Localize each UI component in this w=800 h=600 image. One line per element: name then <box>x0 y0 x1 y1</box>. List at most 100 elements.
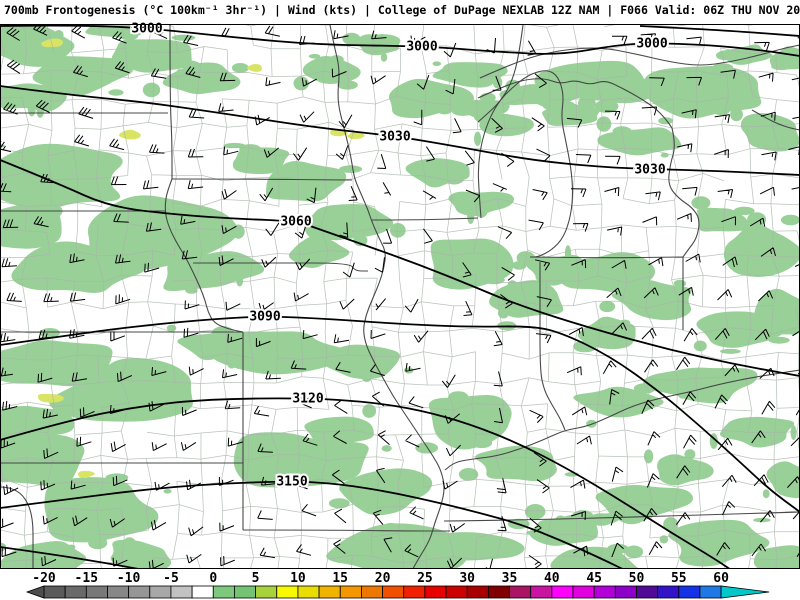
colorbar-segment <box>276 585 299 599</box>
state-border <box>444 369 799 471</box>
frontogenesis-speckle <box>744 233 762 245</box>
frontogenesis-speckle <box>389 223 406 238</box>
frontogenesis-speckle <box>53 54 61 67</box>
frontogenesis-speckle <box>624 545 644 559</box>
colorbar-tick-label: 0 <box>209 571 217 586</box>
frontogenesis-speckle <box>730 107 743 122</box>
frontogenesis-speckle <box>664 299 678 313</box>
frontogenesis-area <box>326 523 468 568</box>
height-contour-3090 <box>1 315 799 513</box>
frontogenesis-area <box>428 394 512 450</box>
frontogenesis-speckle <box>448 391 469 404</box>
state-border <box>169 25 173 179</box>
colorbar-segment <box>530 585 553 599</box>
height-contour-3000 <box>1 25 799 57</box>
frontogenesis-speckle <box>779 471 799 481</box>
frontogenesis-speckle <box>733 206 755 216</box>
frontogenesis-speckle <box>335 220 354 233</box>
colorbar-segment <box>64 585 87 599</box>
frontogenesis-speckle <box>77 487 99 502</box>
frontogenesis-area <box>740 113 799 152</box>
state-border <box>479 44 799 79</box>
frontogenesis-speckle <box>447 536 459 542</box>
frontogenesis-speckle <box>254 152 272 169</box>
frontogenesis-speckle <box>561 270 575 276</box>
frontogenesis-speckle <box>239 144 262 155</box>
frontogenesis-speckle <box>747 212 767 227</box>
frontogenesis-speckle <box>1 228 15 244</box>
frontogenesis-speckle <box>707 381 726 394</box>
frontogenesis-max-spot <box>119 129 141 140</box>
colorbar-segment <box>551 585 574 599</box>
frontogenesis-speckle <box>1 412 18 429</box>
colorbar-tick-label: 35 <box>502 571 518 586</box>
colorbar-tick-label: 10 <box>290 571 306 586</box>
colorbar-left-arrow <box>25 585 45 599</box>
frontogenesis-speckle <box>1 467 16 483</box>
colorbar-tick-label: 60 <box>713 571 729 586</box>
frontogenesis-speckle <box>467 208 475 224</box>
frontogenesis-speckle <box>626 79 645 90</box>
frontogenesis-area <box>1 143 123 210</box>
colorbar-tick-label: -5 <box>163 571 179 586</box>
contour-label-3030: 3030 <box>634 163 665 178</box>
state-border <box>529 256 684 259</box>
frontogenesis-speckle <box>776 561 792 568</box>
frontogenesis-speckle <box>226 356 237 369</box>
frontogenesis-speckle <box>243 354 257 365</box>
frontogenesis-speckle <box>471 437 493 449</box>
colorbar-tick-label: 20 <box>375 571 391 586</box>
frontogenesis-speckle <box>786 577 795 582</box>
frontogenesis-area <box>11 241 146 293</box>
colorbar-tick-label: -10 <box>117 571 141 586</box>
frontogenesis-area <box>44 477 159 543</box>
frontogenesis-speckle <box>432 61 442 66</box>
frontogenesis-speckle <box>178 60 201 69</box>
frontogenesis-area <box>1 83 67 112</box>
frontogenesis-area <box>288 236 350 269</box>
contour-label-3000: 3000 <box>636 37 667 52</box>
frontogenesis-speckle <box>474 131 482 146</box>
frontogenesis-speckle <box>596 116 612 132</box>
colorbar-tick-label: 55 <box>671 571 687 586</box>
colorbar-segment <box>318 585 341 599</box>
colorbar-tick-label: 45 <box>586 571 602 586</box>
frontogenesis-speckle <box>643 449 654 464</box>
state-border <box>329 25 445 568</box>
frontogenesis-speckle <box>497 307 510 319</box>
frontogenesis-speckle <box>720 348 741 354</box>
colorbar-segment <box>149 585 172 599</box>
colorbar-segment <box>678 585 701 599</box>
frontogenesis-area <box>110 539 172 568</box>
frontogenesis-area <box>87 195 238 271</box>
frontogenesis-area <box>302 56 361 84</box>
frontogenesis-speckle <box>784 129 792 136</box>
frontogenesis-speckle <box>512 121 521 125</box>
frontogenesis-speckle <box>185 287 198 294</box>
frontogenesis-speckle <box>360 367 373 382</box>
colorbar-segment <box>509 585 532 599</box>
frontogenesis-area <box>641 65 762 119</box>
frontogenesis-speckle <box>573 340 597 353</box>
colorbar-segment <box>699 585 722 599</box>
colorbar-segment <box>234 585 257 599</box>
colorbar-right-arrow <box>720 585 770 599</box>
frontogenesis-speckle <box>338 348 362 355</box>
colorbar-segment <box>424 585 447 599</box>
frontogenesis-speckle <box>434 177 444 187</box>
frontogenesis-max-spot <box>37 393 64 403</box>
frontogenesis-speckle <box>291 252 304 262</box>
frontogenesis-speckle <box>88 536 108 550</box>
colorbar-segment <box>43 585 66 599</box>
colorbar-segment <box>255 585 278 599</box>
frontogenesis-speckle <box>66 544 76 550</box>
state-border <box>371 217 479 221</box>
colorbar-segment <box>572 585 595 599</box>
colorbar-tick-label: -20 <box>32 571 56 586</box>
frontogenesis-area <box>597 127 682 156</box>
wind-barbs <box>1 25 799 568</box>
colorbar-segment <box>170 585 193 599</box>
frontogenesis-speckle <box>77 366 98 377</box>
colorbar-segment <box>128 585 151 599</box>
contour-label-3000: 3000 <box>131 22 162 37</box>
